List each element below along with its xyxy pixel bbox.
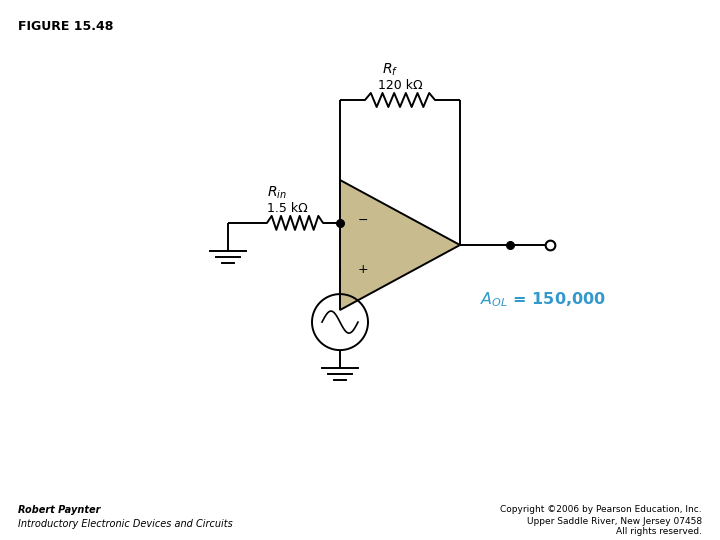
Polygon shape [340,180,460,310]
Text: −: − [358,214,369,227]
Text: All rights reserved.: All rights reserved. [616,528,702,537]
Text: Upper Saddle River, New Jersey 07458: Upper Saddle River, New Jersey 07458 [527,516,702,525]
Text: $R_{in}$: $R_{in}$ [267,185,287,201]
Text: 120 kΩ: 120 kΩ [378,79,423,92]
Text: +: + [358,262,369,275]
Text: FIGURE 15.48: FIGURE 15.48 [18,20,113,33]
Text: Introductory Electronic Devices and Circuits: Introductory Electronic Devices and Circ… [18,519,233,529]
Text: Robert Paynter: Robert Paynter [18,505,100,515]
Text: $A_{OL}$ = 150,000: $A_{OL}$ = 150,000 [480,291,606,309]
Text: $R_f$: $R_f$ [382,62,398,78]
Text: 1.5 kΩ: 1.5 kΩ [266,202,307,215]
Text: Copyright ©2006 by Pearson Education, Inc.: Copyright ©2006 by Pearson Education, In… [500,505,702,515]
